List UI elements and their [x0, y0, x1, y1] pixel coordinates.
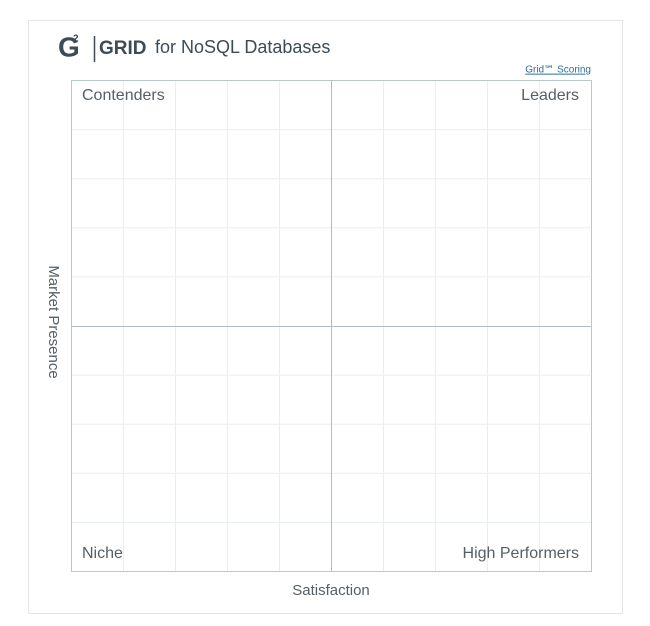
x-axis-label: Satisfaction [292, 582, 370, 599]
logo-superscript: 2 [73, 34, 79, 45]
card-border [28, 20, 623, 614]
logo-mark: G [58, 31, 80, 62]
quadrant-label: Contenders [82, 87, 165, 104]
quadrant-label: Leaders [521, 87, 579, 104]
y-axis-label: Market Presence [45, 265, 62, 378]
logo-word: GRID [99, 38, 147, 59]
quadrant-label: High Performers [463, 545, 579, 562]
title: for NoSQL Databases [155, 37, 330, 57]
quadrant-label: Niche [82, 545, 123, 562]
scoring-link[interactable]: Grid℠ Scoring [525, 65, 591, 76]
